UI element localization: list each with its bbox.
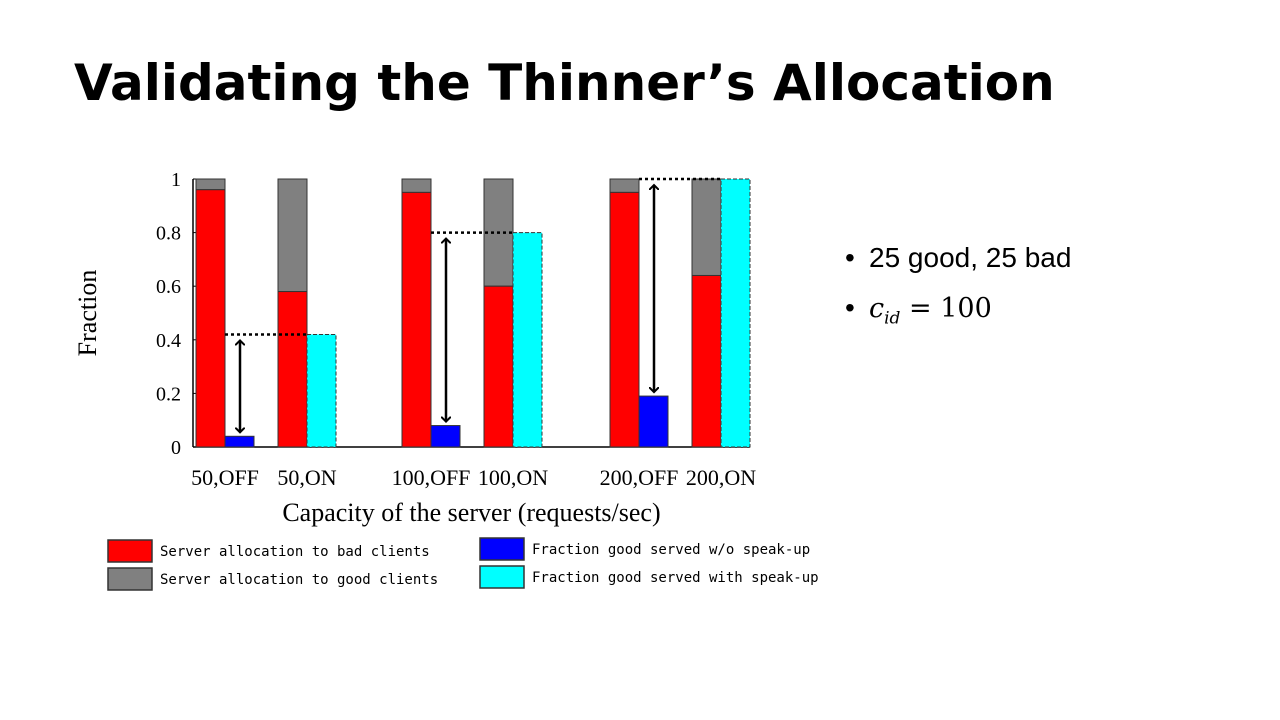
bar-served-no_speakup [430,425,461,448]
bar-good-allocation [277,178,308,293]
bar-bad-allocation [401,191,432,448]
legend-swatch-no_speakup [479,537,525,561]
bar-bad-allocation [195,189,226,448]
y-tick-label: 1 [171,169,181,191]
bar-chart: 0 0.2 0.4 0.6 0.8 1 Fraction 50,OFF 50,ON 100,OFF… [73,169,819,591]
bullet-marker: • [845,242,855,273]
y-tick-label: 0.8 [156,223,181,245]
legend-label: Fraction good served with speak-up [532,570,819,586]
legend-label: Fraction good served w/o speak-up [532,542,810,558]
y-tick-label: 0.6 [156,276,181,298]
x-tick-label: 200,ON [686,465,756,490]
bar-served-speakup [512,232,543,448]
y-axis-label: Fraction [73,270,102,357]
formula-subscript: id [884,308,901,329]
bullet-marker: • [845,292,855,323]
x-axis-label: Capacity of the server (requests/sec) [282,498,660,527]
legend-label: Server allocation to bad clients [160,544,430,560]
bullet-list: • 25 good, 25 bad • cid = 100 [845,238,1071,338]
x-tick-label: 100,ON [478,465,548,490]
legend-swatch-good [107,567,153,591]
formula: cid = 100 [869,293,992,328]
bar-served-no_speakup [638,395,669,448]
bullet-item: • 25 good, 25 bad [845,238,1071,288]
bar-bad-allocation [483,285,514,448]
legend-swatch-speakup [479,565,525,589]
y-tick-label: 0.4 [156,330,181,352]
x-tick-label: 100,OFF [392,465,471,490]
x-tick-label: 50,ON [277,465,336,490]
x-tick-label: 200,OFF [600,465,679,490]
bar-good-allocation [401,178,432,193]
bar-bad-allocation [609,191,640,448]
legend-label: Server allocation to good clients [160,572,438,588]
legend-swatch-bad [107,539,153,563]
formula-rest: = 100 [909,293,992,324]
bullet-item: • cid = 100 [845,288,1071,338]
bar-served-speakup [720,178,751,448]
bar-served-no_speakup [224,435,255,448]
bar-bad-allocation [691,274,722,448]
x-tick-label: 50,OFF [191,465,259,490]
bar-bad-allocation [277,291,308,448]
bar-good-allocation [691,178,722,276]
bar-good-allocation [609,178,640,193]
bullet-text: 25 good, 25 bad [869,242,1072,273]
y-tick-label: 0.2 [156,383,181,405]
bar-served-speakup [306,333,337,448]
y-tick-label: 0 [171,437,181,459]
formula-variable: c [869,293,885,324]
bar-good-allocation [195,178,226,191]
slide-title: Validating the Thinner’s Allocation [74,54,1055,112]
